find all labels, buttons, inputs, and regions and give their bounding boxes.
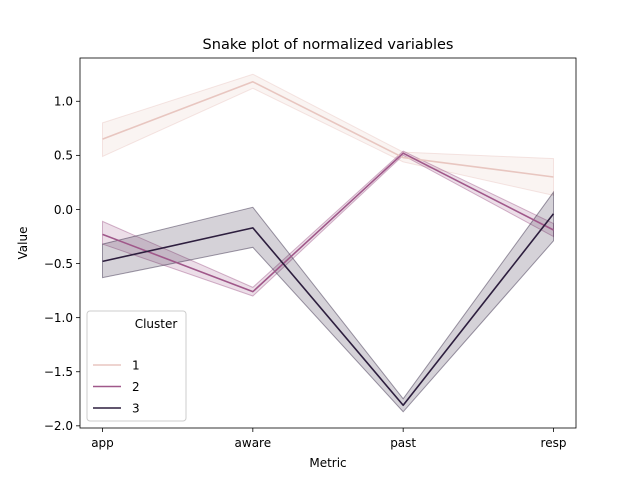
- y-tick-label: −1.0: [44, 311, 73, 325]
- legend-box: [86, 310, 187, 422]
- y-tick-label: −0.5: [44, 257, 73, 271]
- x-axis-label: Metric: [309, 456, 346, 470]
- y-axis: 1.0 0.5 0.0 −0.5 −1.0 −1.5 −2.0: [44, 95, 80, 433]
- legend-title: Cluster: [135, 317, 178, 331]
- cluster-3-line: [102, 213, 555, 407]
- y-tick-label: 0.5: [54, 149, 73, 163]
- x-tick-label: aware: [235, 436, 272, 450]
- y-axis-label: Value: [16, 227, 30, 260]
- x-tick-label: app: [91, 436, 114, 450]
- legend-items: 1 2 3: [93, 358, 140, 415]
- cluster-1-confidence-band: [102, 73, 554, 197]
- cluster-2-line: [102, 152, 554, 293]
- plot-frame: [79, 57, 577, 429]
- y-tick-label: −2.0: [44, 419, 73, 433]
- legend: Cluster 1 2 3: [86, 310, 187, 422]
- legend-label-cluster-3: 3: [132, 401, 140, 415]
- legend-label-cluster-1: 1: [132, 358, 140, 372]
- x-tick-label: past: [390, 436, 416, 450]
- legend-label-cluster-2: 2: [132, 380, 140, 394]
- cluster-1-line: [102, 81, 554, 178]
- plot-area: [102, 73, 555, 413]
- chart-title: Snake plot of normalized variables: [203, 37, 454, 53]
- y-tick-label: 0.0: [54, 203, 73, 217]
- y-tick-label: −1.5: [44, 365, 73, 379]
- y-tick-label: 1.0: [54, 95, 73, 109]
- x-axis: app aware past resp: [91, 428, 566, 450]
- x-tick-label: resp: [541, 436, 567, 450]
- series-lines: [102, 81, 555, 407]
